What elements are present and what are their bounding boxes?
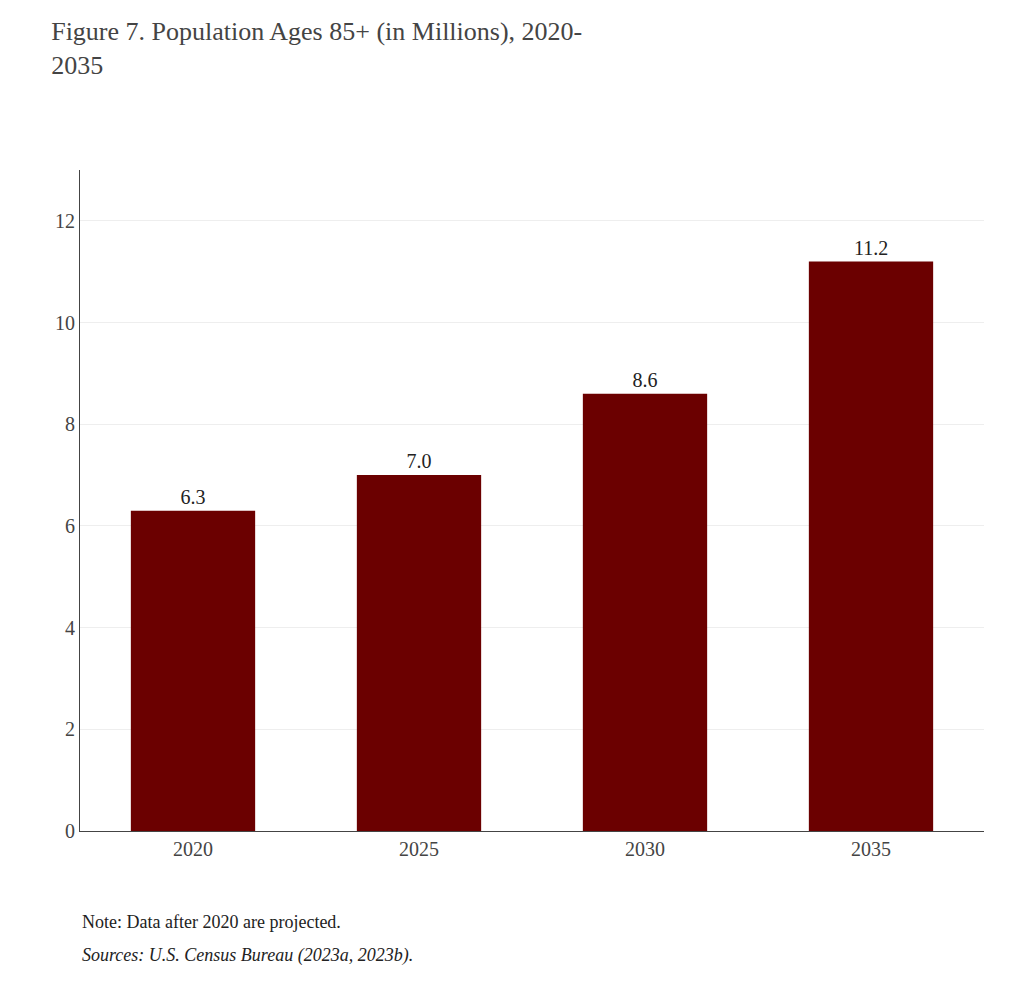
svg-text:8.6: 8.6: [633, 369, 658, 391]
svg-text:8: 8: [65, 413, 75, 435]
svg-text:12: 12: [55, 210, 75, 232]
svg-text:11.2: 11.2: [854, 237, 888, 259]
svg-text:0: 0: [65, 820, 75, 842]
svg-text:2: 2: [65, 718, 75, 740]
svg-text:6.3: 6.3: [181, 486, 206, 508]
svg-text:2035: 2035: [851, 838, 891, 860]
svg-text:Figure 7. Population Ages 85+: Figure 7. Population Ages 85+ (in Millio…: [51, 17, 582, 80]
svg-text:7.0: 7.0: [407, 450, 432, 472]
svg-text:6: 6: [65, 515, 75, 537]
svg-text:2030: 2030: [625, 838, 665, 860]
svg-text:Note: Data after 2020 are proj: Note: Data after 2020 are projected.: [82, 912, 341, 932]
svg-text:2025: 2025: [399, 838, 439, 860]
svg-text:4: 4: [65, 617, 75, 639]
svg-text:Sources: U.S. Census Bureau (2: Sources: U.S. Census Bureau (2023a, 2023…: [82, 945, 413, 966]
svg-text:2020: 2020: [173, 838, 213, 860]
svg-text:10: 10: [55, 312, 75, 334]
